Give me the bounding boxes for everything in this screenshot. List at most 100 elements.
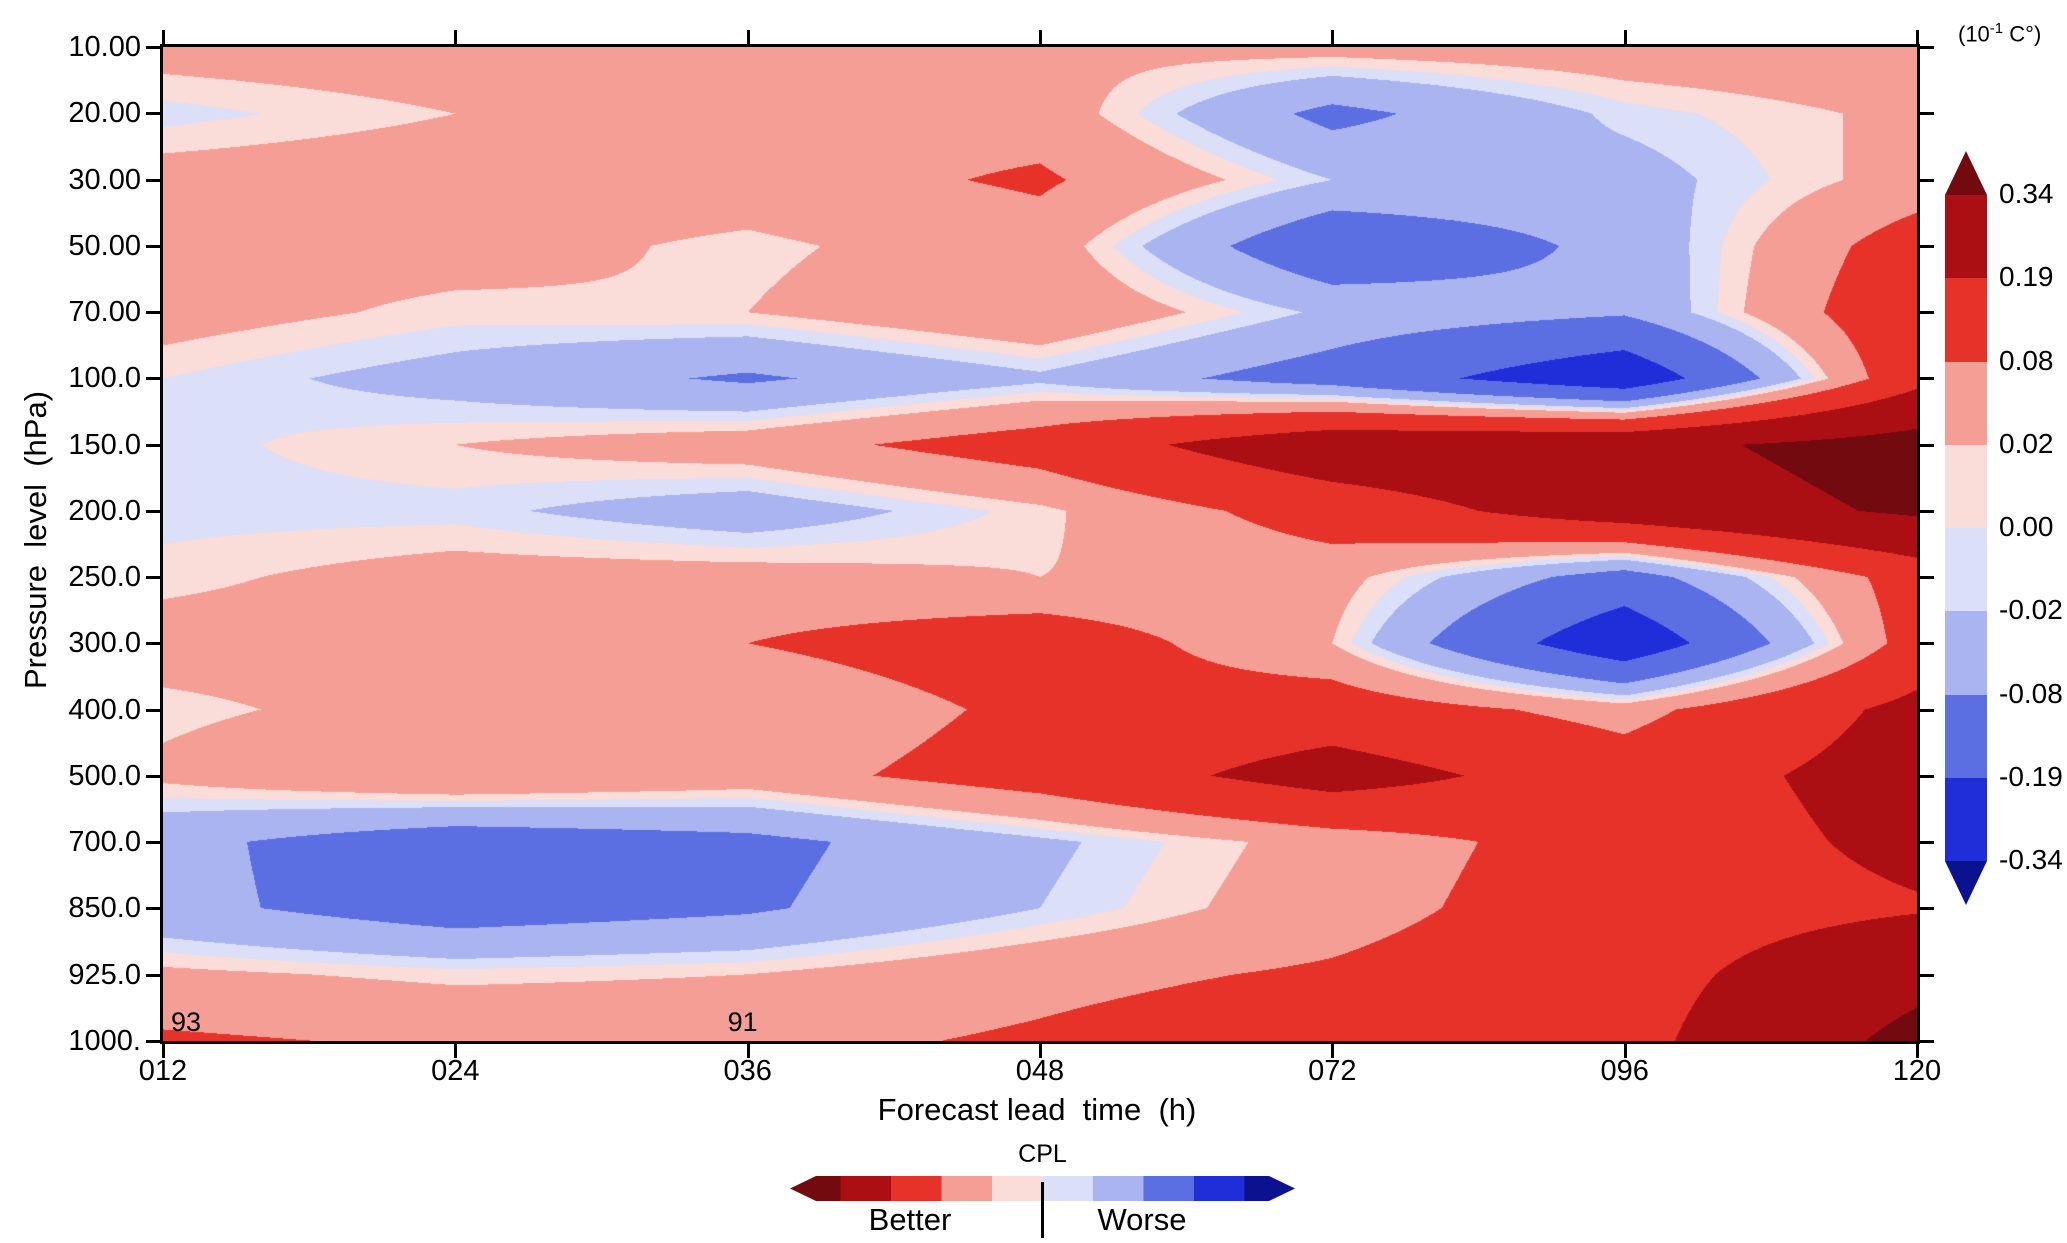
plot-area: 93 91 012 024 036 048 072 096 120 10.00 20.00 30.… [68, 30, 1941, 1087]
x-tick-mark-bottom [162, 1044, 165, 1058]
y-tick-mark-left [146, 244, 160, 248]
y-tick-label: 100.0 [68, 362, 141, 395]
contour-field-canvas [163, 47, 1917, 1041]
colorbar-tick-label: -0.08 [1999, 677, 2063, 709]
x-tick-label: 036 [723, 1055, 772, 1087]
y-tick-label: 70.00 [68, 296, 141, 329]
x-tick-label: 012 [138, 1055, 188, 1087]
unit-suffix: C°) [2003, 21, 2042, 47]
x-tick-mark-top [1916, 30, 1919, 44]
x-tick-label: 048 [1015, 1055, 1065, 1087]
colorbar-tick-label: -0.02 [1999, 594, 2063, 626]
colorbar: 0.34 0.19 0.08 0.02 0.00 -0.02 -0.08 -0.19 -0.34 [1945, 151, 2063, 905]
y-tick-mark-left [146, 1040, 160, 1043]
y-tick-mark-right [1920, 708, 1934, 712]
y-tick-mark-left [146, 311, 160, 315]
colorbar-tick-label: 0.34 [1999, 178, 2054, 209]
y-tick-mark-left [146, 509, 160, 513]
colorbar-tick-label: -0.34 [1999, 844, 2063, 875]
y-tick-mark-left [146, 576, 160, 580]
y-tick-mark-left [146, 178, 160, 182]
y-tick-label: 925.0 [68, 958, 141, 991]
y-tick-label: 400.0 [68, 693, 141, 726]
x-tick-label: 096 [1600, 1055, 1649, 1087]
y-tick-mark-right [1920, 841, 1934, 845]
y-tick-label: 200.0 [68, 494, 141, 527]
x-tick-mark-top [162, 30, 165, 44]
y-tick-mark-right [1920, 443, 1934, 447]
y-tick-label: 10.00 [68, 31, 141, 63]
x-tick-mark-top [1623, 30, 1627, 44]
y-tick-mark-right [1920, 112, 1934, 116]
x-tick-mark-bottom [1039, 1044, 1042, 1058]
legend-title: CPL [1018, 1140, 1067, 1168]
x-tick-mark-top [1331, 30, 1335, 44]
colorbar-bottom-arrow [1945, 861, 1987, 905]
annotation-93: 93 [171, 1007, 202, 1037]
x-tick-label: 120 [1892, 1055, 1942, 1087]
x-tick-label: 024 [431, 1055, 480, 1087]
y-tick-mark-right [1920, 576, 1934, 580]
y-tick-label: 30.00 [68, 163, 141, 196]
y-tick-label: 50.00 [68, 229, 141, 262]
x-axis-title: Forecast lead time (h) [877, 1092, 1197, 1127]
y-tick-mark-left [146, 112, 160, 116]
colorbar-unit-label: (10-1 C°) [1958, 20, 2041, 47]
x-tick-label: 072 [1308, 1055, 1357, 1087]
y-tick-mark-right [1920, 377, 1934, 381]
colorbar-band [1945, 528, 1987, 612]
y-tick-mark-right [1920, 244, 1934, 248]
y-tick-label: 700.0 [68, 826, 141, 859]
x-tick-mark-bottom [1623, 1044, 1627, 1058]
colorbar-band [1945, 777, 1987, 861]
colorbar-band [1945, 361, 1987, 445]
y-tick-mark-right [1920, 774, 1934, 778]
y-tick-mark-left [146, 708, 160, 712]
colorbar-tick-label: 0.19 [1999, 261, 2054, 293]
x-tick-mark-bottom [454, 1044, 458, 1058]
y-tick-mark-left [146, 642, 160, 646]
y-tick-label: 850.0 [68, 892, 141, 925]
x-tick-mark-top [1039, 30, 1042, 44]
colorbar-band [1945, 278, 1987, 362]
legend-zero-line [1041, 1182, 1044, 1238]
y-tick-mark-left [146, 443, 160, 447]
colorbar-band [1945, 694, 1987, 778]
y-tick-mark-right [1920, 46, 1934, 49]
colorbar-tick-label: 0.02 [1999, 427, 2054, 459]
y-tick-label: 500.0 [68, 759, 141, 792]
y-tick-mark-left [146, 973, 160, 977]
y-tick-mark-left [146, 907, 160, 911]
colorbar-band [1945, 444, 1987, 528]
y-tick-label: 250.0 [68, 561, 141, 594]
x-tick-mark-top [454, 30, 458, 44]
y-tick-label: 300.0 [68, 627, 141, 660]
colorbar-tick-label: 0.08 [1999, 344, 2054, 376]
y-tick-mark-right [1920, 178, 1934, 182]
y-tick-mark-right [1920, 642, 1934, 646]
y-tick-mark-right [1920, 907, 1934, 911]
y-tick-mark-left [146, 841, 160, 845]
unit-prefix: (10 [1958, 21, 1990, 47]
x-tick-mark-bottom [1916, 1044, 1919, 1058]
annotation-91: 91 [727, 1007, 758, 1037]
y-tick-mark-right [1920, 311, 1934, 315]
y-tick-mark-left [146, 774, 160, 778]
y-tick-label: 1000. [68, 1025, 141, 1057]
colorbar-band [1945, 195, 1987, 279]
y-tick-mark-left [146, 46, 160, 49]
colorbar-tick-label: 0.00 [1999, 511, 2054, 542]
x-tick-mark-top [746, 30, 750, 44]
x-tick-mark-bottom [746, 1044, 750, 1058]
legend-better-label: Better [868, 1202, 952, 1237]
legend-worse-label: Worse [1097, 1202, 1187, 1237]
y-tick-label: 20.00 [68, 97, 141, 130]
legend-cpl: CPL Better Worse [790, 1140, 1295, 1243]
y-tick-mark-right [1920, 973, 1934, 977]
y-tick-mark-right [1920, 509, 1934, 513]
colorbar-tick-label: -0.19 [1999, 760, 2063, 792]
x-tick-mark-bottom [1331, 1044, 1335, 1058]
unit-exponent: -1 [1989, 20, 2004, 37]
colorbar-band [1945, 611, 1987, 695]
